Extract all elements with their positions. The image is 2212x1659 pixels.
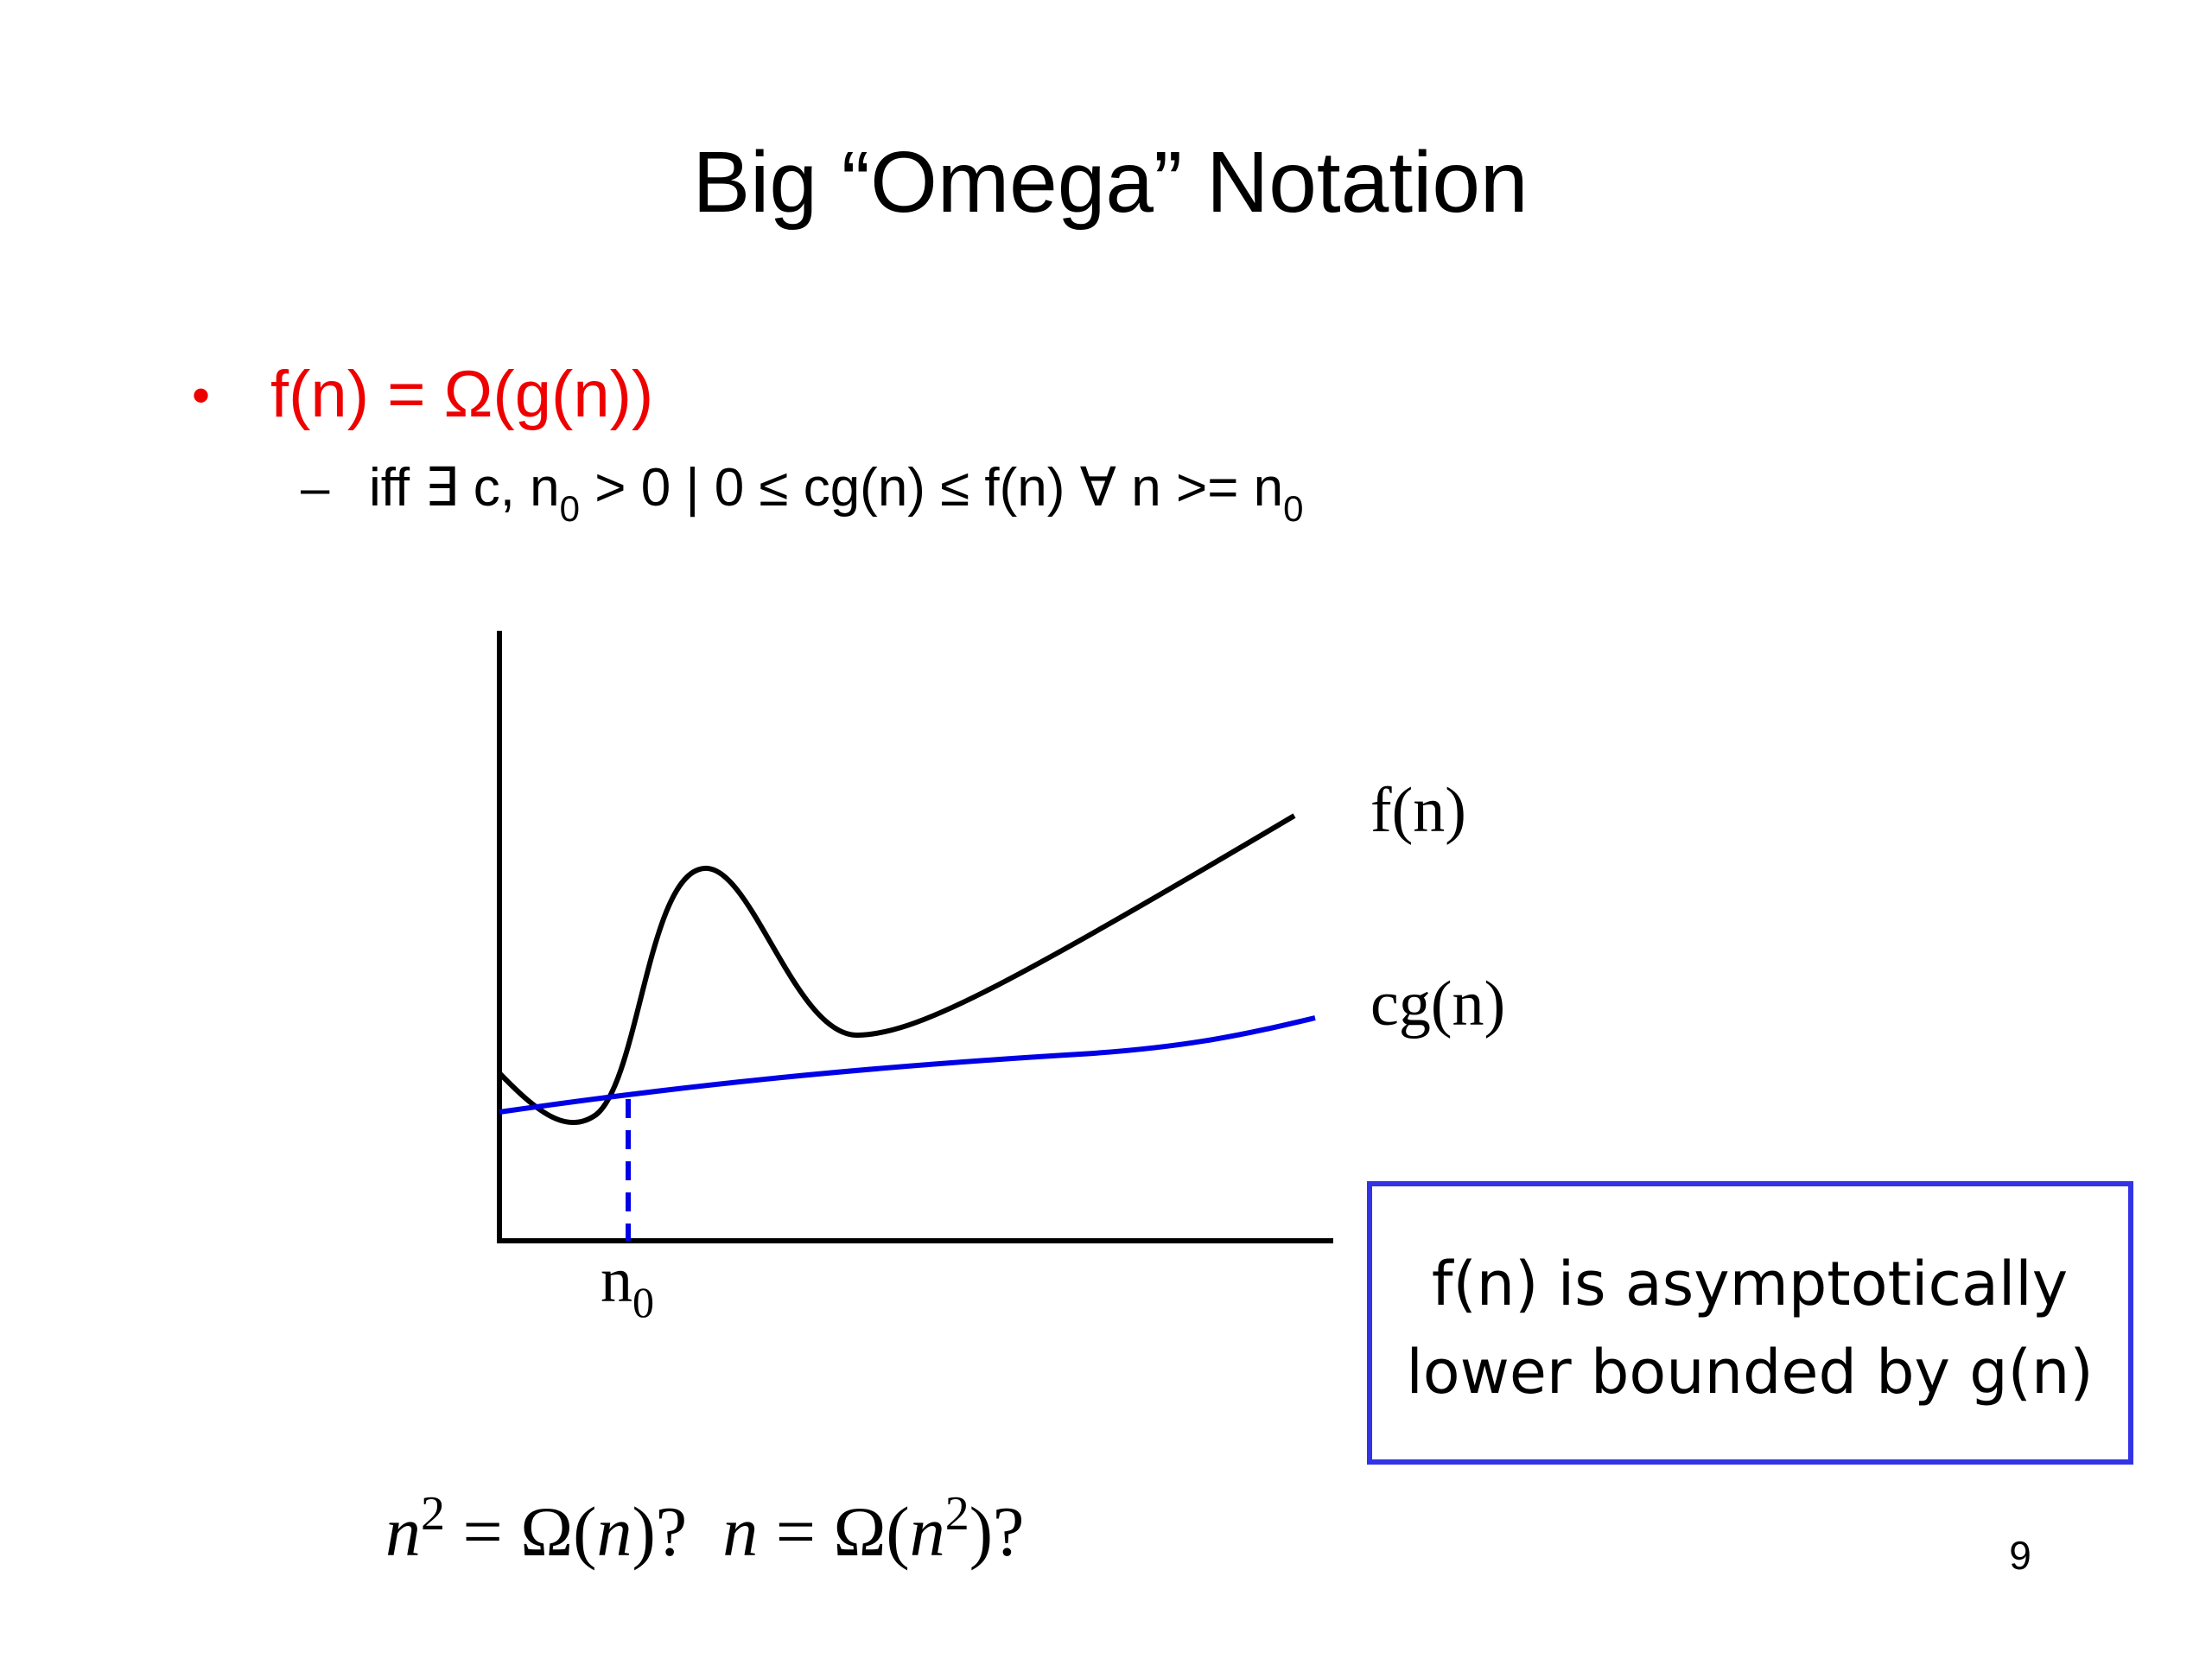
math-var: n — [722, 1492, 758, 1571]
math-var: n — [597, 1492, 632, 1571]
diagram: f(n) cg(n) n0 — [497, 631, 1505, 1326]
bullet-text: f(n) = Ω(g(n)) — [270, 358, 653, 431]
math-text: )? — [632, 1492, 723, 1571]
note-line: f(n) is asymptotically — [1432, 1249, 2068, 1319]
sub-bullet-marker: – — [301, 459, 330, 517]
sub-bullet-text: iff ∃ c, n0 > 0 | 0 ≤ cg(n) ≤ f(n) ∀ n >… — [369, 458, 1303, 529]
slide-title: Big “Omega” Notation — [692, 134, 1528, 231]
cg-label: cg(n) — [1370, 969, 1505, 1039]
subscript: 0 — [1283, 488, 1303, 529]
n0-base: n — [601, 1245, 632, 1316]
sub-text: > 0 | 0 ≤ cg(n) ≤ f(n) ∀ n >= n — [580, 458, 1283, 518]
math-text: = Ω( — [445, 1492, 597, 1571]
n0-subscript: 0 — [632, 1278, 654, 1326]
math-text: = Ω( — [758, 1492, 910, 1571]
f-label: f(n) — [1370, 775, 1466, 846]
sub-text: iff ∃ c, n — [369, 458, 560, 518]
note-line: lower bounded by g(n) — [1406, 1337, 2093, 1408]
subscript: 0 — [560, 488, 580, 529]
cg-curve — [499, 1015, 1316, 1115]
n0-label: n0 — [601, 1245, 654, 1326]
note-box: f(n) is asymptotically lower bounded by … — [1367, 1181, 2133, 1465]
math-var: n — [910, 1492, 945, 1571]
question: n2 = Ω(n)? n = Ω(n2)? — [385, 1487, 1024, 1571]
bullet-marker: • — [192, 366, 210, 424]
page-number: 9 — [2009, 1533, 2031, 1578]
f-curve — [497, 813, 1296, 1126]
math-text: )? — [969, 1492, 1025, 1571]
superscript: 2 — [421, 1487, 445, 1541]
superscript: 2 — [945, 1487, 969, 1541]
note-frame — [1367, 1181, 2133, 1465]
math-var: n — [385, 1492, 421, 1571]
